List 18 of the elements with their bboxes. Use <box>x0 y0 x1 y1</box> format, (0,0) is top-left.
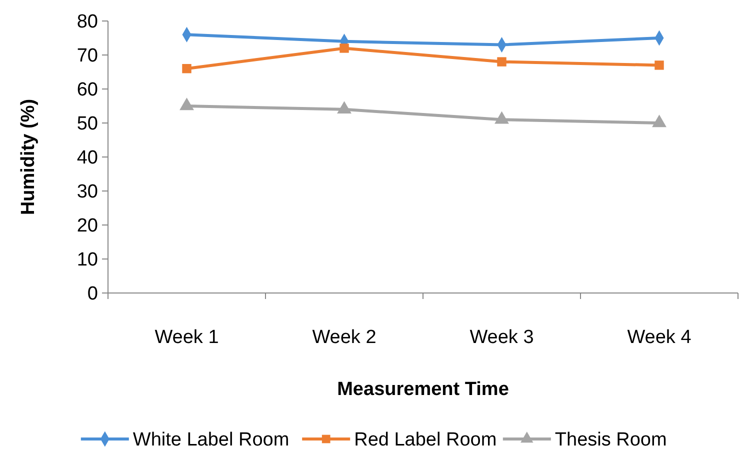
y-tick-label: 50 <box>76 114 98 135</box>
y-tick-label: 10 <box>76 250 98 271</box>
y-tick-label: 0 <box>87 284 98 305</box>
x-tick-label: Week 2 <box>312 327 376 348</box>
x-axis-title: Measurement Time <box>337 379 509 400</box>
legend-label: Thesis Room <box>554 430 667 451</box>
x-tick-label: Week 3 <box>470 327 534 348</box>
y-tick-label: 70 <box>76 46 98 67</box>
y-axis-title: Humidity (%) <box>18 98 39 216</box>
y-tick-label: 80 <box>76 12 98 33</box>
y-tick-label: 30 <box>76 182 98 203</box>
legend-label: Red Label Room <box>354 430 497 451</box>
legend-label: White Label Room <box>132 430 290 451</box>
y-tick-label: 60 <box>76 80 98 101</box>
y-tick-label: 20 <box>76 216 98 237</box>
y-tick-label: 40 <box>76 148 98 169</box>
x-tick-label: Week 1 <box>154 327 219 348</box>
x-tick-label: Week 4 <box>627 327 692 348</box>
